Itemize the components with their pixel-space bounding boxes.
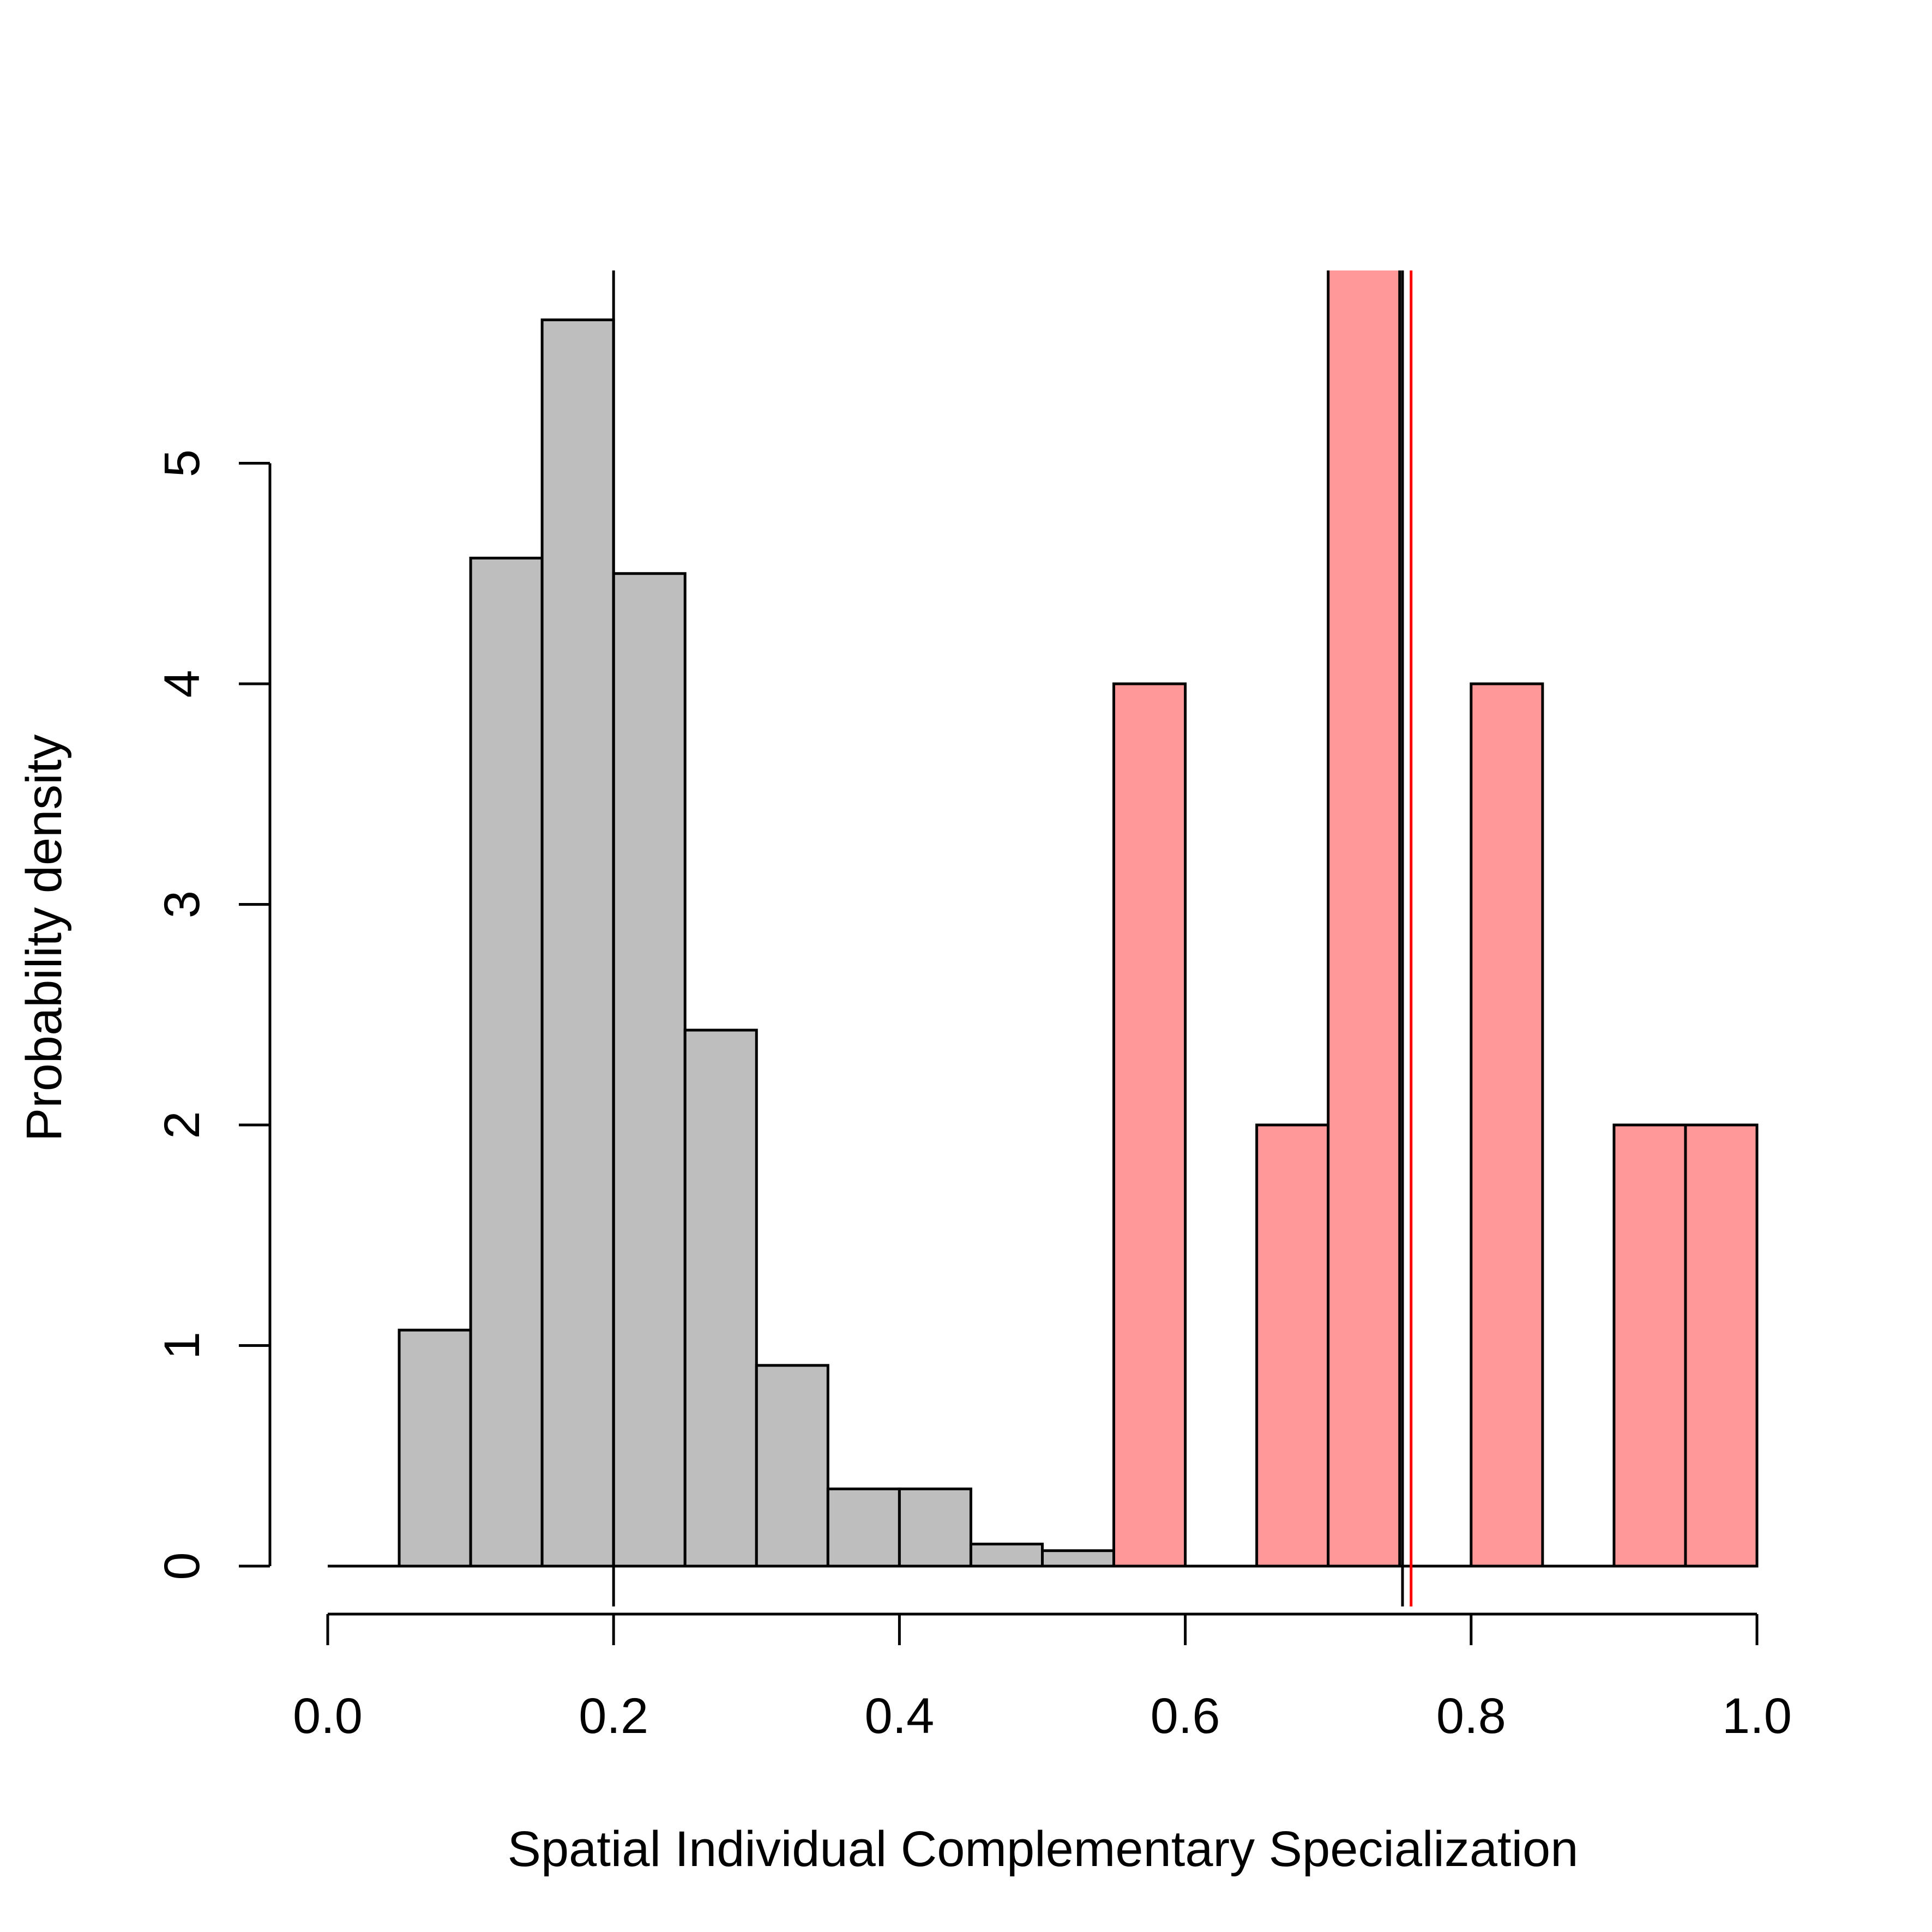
histogram-bar xyxy=(540,318,615,1568)
x-tick-label: 0.0 xyxy=(293,1688,363,1744)
histogram-bar xyxy=(1612,1123,1687,1568)
histogram-bar xyxy=(1328,270,1400,1566)
histogram-bar xyxy=(1684,1123,1759,1568)
y-axis-label: Probability density xyxy=(16,735,72,1142)
histogram-bar xyxy=(1112,682,1187,1568)
vertical-lines-layer xyxy=(612,270,1413,1606)
histogram-bar xyxy=(826,1487,901,1568)
x-axis-label: Spatial Individual Complementary Special… xyxy=(508,1821,1579,1877)
y-tick-label: 4 xyxy=(154,670,210,697)
x-tick-label: 0.2 xyxy=(579,1688,648,1744)
histogram-bar xyxy=(1041,1549,1116,1568)
histogram-bar-outline xyxy=(1327,270,1401,1568)
y-tick-label: 1 xyxy=(154,1332,210,1359)
x-tick-label: 1.0 xyxy=(1722,1688,1792,1744)
y-tick-label: 0 xyxy=(154,1552,210,1580)
histogram-bar xyxy=(898,1487,972,1568)
x-tick-label: 0.8 xyxy=(1436,1688,1506,1744)
histogram-bar xyxy=(612,572,687,1568)
histogram-bar xyxy=(1255,1123,1330,1568)
x-tick-label: 0.4 xyxy=(864,1688,934,1744)
histogram-bar xyxy=(469,556,544,1568)
y-tick-label: 2 xyxy=(154,1111,210,1139)
histogram-bar xyxy=(1470,682,1544,1568)
histogram-bar xyxy=(969,1543,1044,1568)
y-tick-label: 3 xyxy=(154,890,210,918)
histogram-bar xyxy=(398,1328,472,1568)
histogram-bar xyxy=(755,1364,829,1568)
histogram-bar xyxy=(683,1028,758,1568)
bars-layer xyxy=(328,270,1759,1568)
axes-layer: 0.0 0.2 0.4 0.6 0.8 1.0 0 1 2 3 4 5 xyxy=(154,449,1792,1744)
x-tick-label: 0.6 xyxy=(1151,1688,1220,1744)
y-tick-label: 5 xyxy=(154,449,210,477)
